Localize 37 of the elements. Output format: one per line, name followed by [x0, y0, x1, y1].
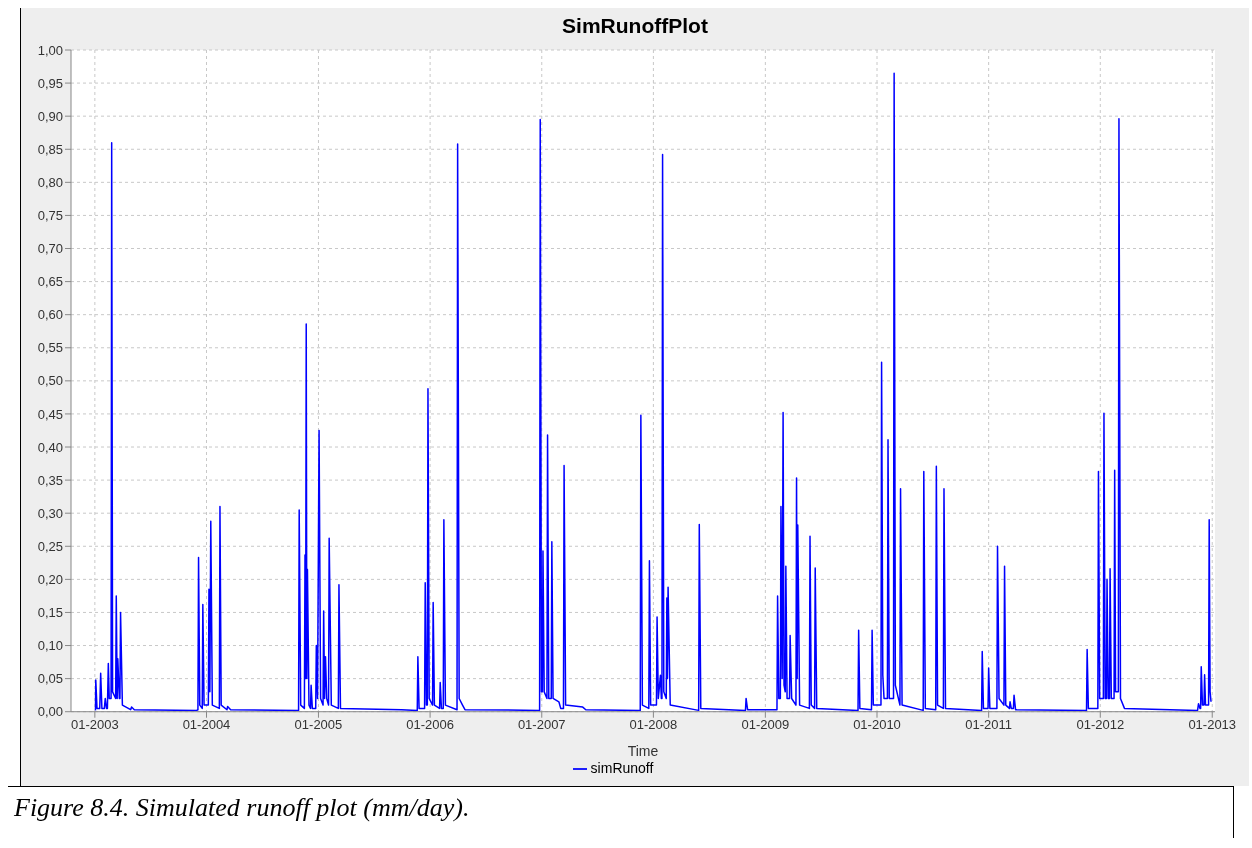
y-tick-label: 0,20: [37, 571, 63, 587]
y-tick-label: 0,25: [37, 538, 63, 554]
x-tick-label: 01-2013: [1188, 716, 1237, 732]
x-axis-title: Time: [627, 742, 659, 759]
legend-label: simRunoff: [590, 759, 654, 776]
y-tick-label: 0,80: [37, 174, 63, 190]
y-tick-label: 0,40: [37, 439, 63, 455]
y-tick-label: 0,45: [37, 406, 63, 422]
y-tick-label: 0,50: [37, 373, 63, 389]
y-tick-label: 0,65: [37, 274, 63, 290]
x-tick-label: 01-2008: [629, 716, 678, 732]
x-tick-label: 01-2011: [965, 716, 1013, 732]
caption: Figure 8.4. Simulated runoff plot (mm/day).: [14, 793, 470, 822]
y-tick-label: 0,70: [37, 241, 63, 257]
x-tick-label: 01-2009: [741, 716, 790, 732]
y-tick-label: 0,00: [37, 704, 63, 720]
y-tick-label: 0,75: [37, 208, 63, 224]
y-tick-label: 1,00: [37, 42, 63, 58]
y-tick-label: 0,85: [37, 141, 63, 157]
y-tick-label: 0,10: [37, 638, 63, 654]
y-tick-label: 0,55: [37, 340, 63, 356]
y-tick-label: 0,60: [37, 307, 63, 323]
x-tick-label: 01-2005: [294, 716, 343, 732]
x-tick-label: 01-2012: [1076, 716, 1125, 732]
y-tick-label: 0,15: [37, 605, 63, 621]
y-tick-label: 0,35: [37, 472, 63, 488]
x-tick-label: 01-2006: [406, 716, 454, 732]
chart-title: SimRunoffPlot: [562, 14, 708, 37]
x-tick-label: 01-2010: [853, 716, 901, 732]
x-tick-label: 01-2007: [517, 716, 566, 732]
x-tick-label: 01-2003: [71, 716, 119, 732]
y-tick-label: 0,05: [37, 671, 63, 687]
y-tick-label: 0,30: [37, 505, 63, 521]
line-series: [94, 72, 1212, 712]
y-tick-label: 0,90: [37, 108, 63, 124]
y-tick-label: 0,95: [37, 75, 63, 91]
x-tick-label: 01-2004: [182, 716, 231, 732]
